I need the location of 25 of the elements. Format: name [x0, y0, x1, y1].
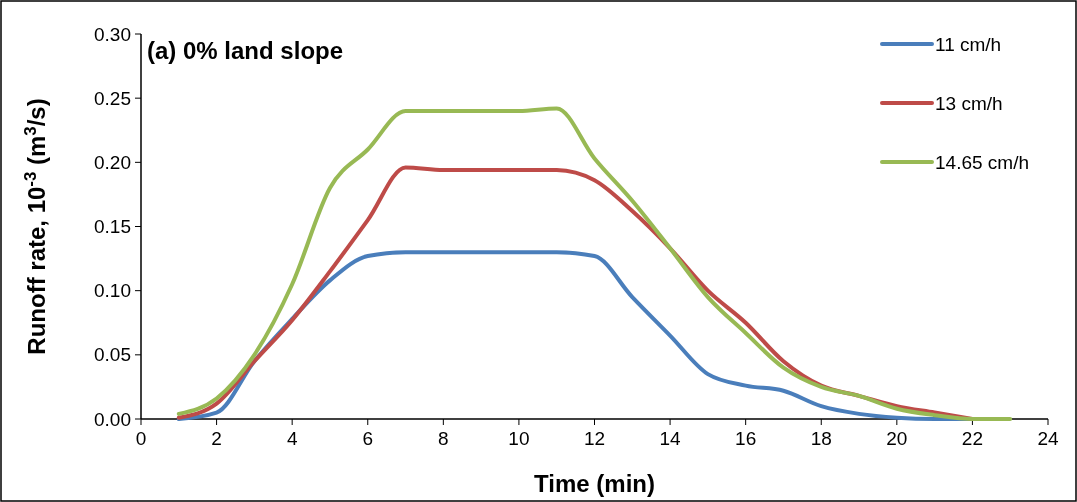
x-tick-label: 20 [886, 428, 908, 449]
x-tick-label: 24 [1037, 428, 1059, 449]
legend-label: 13 cm/h [935, 92, 1003, 114]
y-tick-label: 0.25 [94, 87, 131, 109]
legend-label: 11 cm/h [935, 33, 1002, 55]
y-tick-label: 0.15 [94, 216, 131, 238]
y-tick-label: 0.00 [94, 408, 131, 430]
x-tick-label: 16 [735, 428, 757, 449]
x-tick-label: 0 [135, 428, 147, 449]
annotation: (a) 0% land slope [147, 37, 344, 64]
x-axis-title: Time (min) [534, 470, 655, 497]
x-tick-label: 10 [508, 428, 530, 449]
x-tick-label: 18 [810, 428, 832, 449]
x-tick-label: 14 [659, 428, 682, 449]
y-tick-label: 0.05 [94, 344, 131, 366]
x-tick-label: 12 [583, 428, 606, 449]
y-tick-label: 0.20 [94, 151, 131, 173]
legend-label: 14.65 cm/h [935, 151, 1029, 173]
y-tick-label: 0.30 [94, 23, 131, 45]
x-tick-label: 8 [438, 428, 449, 449]
x-tick-label: 6 [362, 428, 374, 449]
x-tick-label: 4 [286, 428, 298, 449]
x-tick-label: 2 [211, 428, 222, 449]
x-tick-label: 22 [961, 428, 983, 449]
y-tick-label: 0.10 [94, 280, 131, 302]
